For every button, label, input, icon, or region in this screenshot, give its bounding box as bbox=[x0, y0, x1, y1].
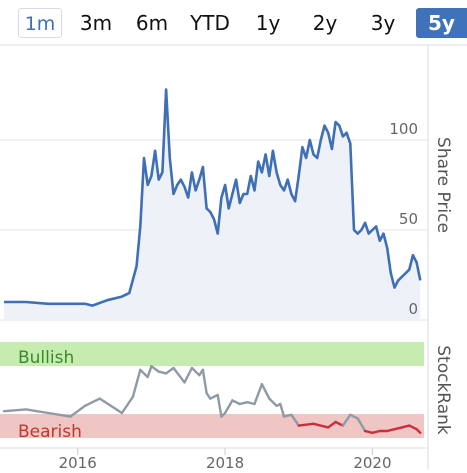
stockrank-segment bbox=[260, 383, 271, 400]
stockrank-segment bbox=[290, 413, 300, 427]
stockrank-segment bbox=[253, 383, 264, 406]
bearish-band-label: Bearish bbox=[18, 422, 82, 442]
price-series-line bbox=[4, 88, 422, 307]
bullish-band-label: Bullish bbox=[18, 348, 74, 368]
x-axis-ticks: 2016 2018 2020 bbox=[59, 448, 392, 472]
stockrank-segment bbox=[415, 428, 422, 434]
stockrank-segment bbox=[371, 429, 381, 434]
stockrank-segment bbox=[363, 429, 374, 434]
tab-5y[interactable]: 5y bbox=[416, 8, 467, 38]
stockrank-segment bbox=[91, 397, 102, 404]
stockrank-segment bbox=[327, 420, 337, 429]
stockrank-bands bbox=[0, 342, 424, 438]
stockrank-segment bbox=[245, 401, 256, 406]
stockrank-segment bbox=[312, 422, 330, 429]
bearish-band bbox=[0, 414, 424, 438]
price-y-tick-labels: 0 50 100 bbox=[389, 120, 418, 318]
time-range-tabs: 1m 3m 6m YTD 1y 2y 3y 5y bbox=[0, 8, 467, 40]
stockrank-segment bbox=[341, 413, 352, 427]
stockrank-segment bbox=[172, 366, 186, 384]
stockrank-axis-label: StockRank bbox=[433, 345, 453, 435]
tab-ytd[interactable]: YTD bbox=[190, 11, 230, 35]
stockrank-segment bbox=[223, 399, 234, 415]
price-tick-label: 0 bbox=[408, 300, 418, 318]
tab-3m[interactable]: 3m bbox=[79, 11, 113, 35]
stockrank-segment bbox=[209, 393, 219, 400]
stockrank-segment bbox=[120, 395, 135, 415]
stockrank-segment bbox=[47, 411, 72, 418]
stockrank-segment bbox=[157, 370, 168, 375]
stockrank-segment bbox=[150, 365, 160, 373]
stockrank-segment bbox=[297, 422, 315, 427]
stockrank-segment bbox=[201, 368, 208, 395]
x-tick-label: 2016 bbox=[59, 454, 97, 472]
stockrank-segment bbox=[83, 401, 94, 407]
price-axis-label: Share Price bbox=[433, 137, 453, 233]
stockrank-segment bbox=[190, 366, 201, 377]
stockrank-segment bbox=[268, 397, 278, 407]
bullish-band bbox=[0, 342, 424, 366]
stockrank-segment bbox=[146, 365, 153, 379]
x-tick-label: 2018 bbox=[206, 454, 244, 472]
stockrank-segment bbox=[238, 401, 249, 406]
price-area-fill bbox=[4, 89, 421, 320]
stockrank-segment bbox=[98, 397, 113, 407]
tab-3y[interactable]: 3y bbox=[370, 11, 396, 35]
stockrank-segment bbox=[282, 413, 293, 418]
x-tick-label: 2020 bbox=[353, 454, 391, 472]
tab-1y[interactable]: 1y bbox=[255, 11, 281, 35]
price-area bbox=[4, 88, 422, 320]
stockrank-segment bbox=[231, 399, 242, 406]
tab-2y[interactable]: 2y bbox=[312, 11, 338, 35]
stockrank-segment bbox=[349, 413, 359, 420]
price-tick-label: 50 bbox=[399, 210, 418, 228]
stockrank-segment bbox=[386, 428, 396, 433]
stockrank-segment bbox=[139, 368, 149, 379]
stockrank-segment bbox=[393, 426, 404, 431]
stockrank-segment bbox=[2, 408, 28, 413]
stockrank-segment bbox=[69, 404, 87, 418]
tab-1m[interactable]: 1m bbox=[18, 8, 62, 38]
tab-6m[interactable]: 6m bbox=[135, 11, 169, 35]
stockrank-line bbox=[2, 365, 422, 434]
stockrank-segment bbox=[109, 404, 124, 415]
stockrank-segment bbox=[356, 417, 367, 433]
stockrank-segment bbox=[408, 424, 418, 431]
stockrank-segment bbox=[279, 402, 286, 418]
stockrank-segment bbox=[216, 393, 223, 418]
stockrank-segment bbox=[400, 424, 411, 429]
price-tick-label: 100 bbox=[389, 120, 418, 138]
stockrank-segment bbox=[334, 420, 345, 427]
stockrank-segment bbox=[131, 368, 142, 398]
stockrank-segment bbox=[164, 366, 175, 375]
stockrank-segment bbox=[183, 366, 194, 384]
stockrank-segment bbox=[24, 408, 50, 415]
